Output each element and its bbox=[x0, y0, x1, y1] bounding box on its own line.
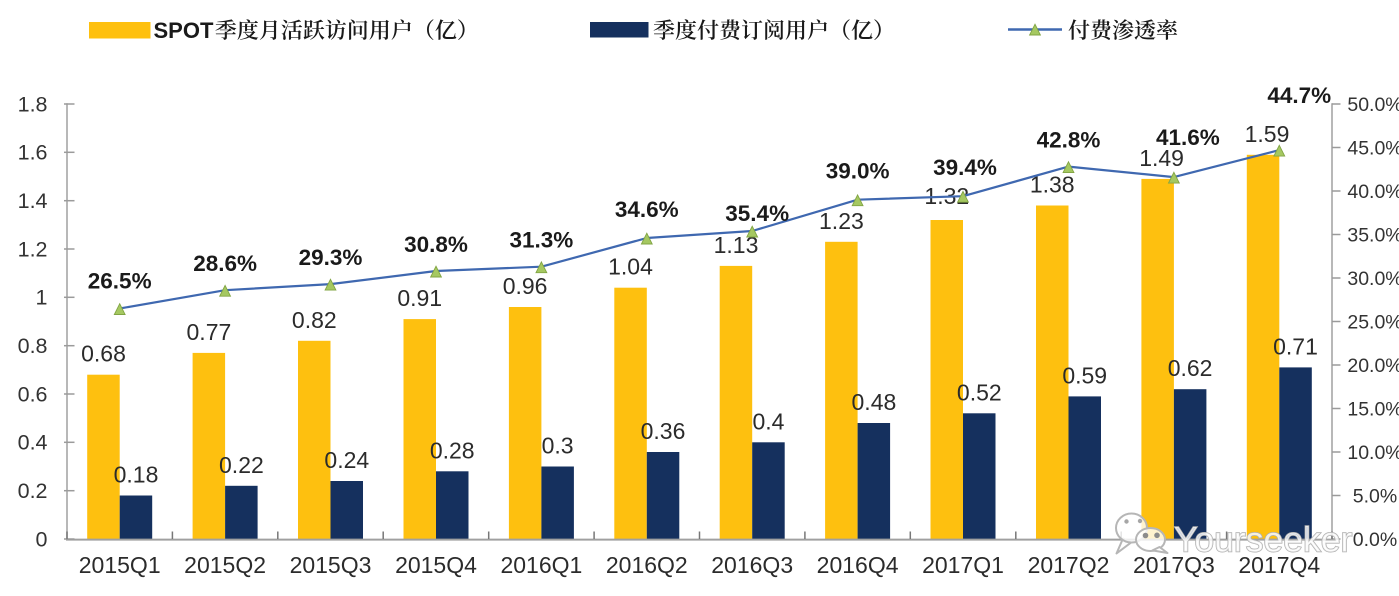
svg-text:30.8%: 30.8% bbox=[404, 232, 468, 257]
svg-text:0.0%: 0.0% bbox=[1353, 529, 1397, 551]
svg-text:0.62: 0.62 bbox=[1168, 355, 1213, 381]
svg-text:0.6: 0.6 bbox=[18, 382, 48, 406]
svg-text:42.8%: 42.8% bbox=[1037, 128, 1101, 153]
svg-text:41.6%: 41.6% bbox=[1156, 125, 1220, 150]
svg-text:35.4%: 35.4% bbox=[725, 201, 789, 226]
svg-text:34.6%: 34.6% bbox=[615, 197, 679, 222]
svg-text:40.0%: 40.0% bbox=[1347, 181, 1399, 203]
svg-text:0.18: 0.18 bbox=[114, 462, 159, 488]
svg-text:0.71: 0.71 bbox=[1273, 333, 1318, 359]
svg-text:1.23: 1.23 bbox=[819, 208, 864, 234]
svg-text:2017Q1: 2017Q1 bbox=[922, 552, 1004, 578]
svg-text:1.49: 1.49 bbox=[1139, 145, 1184, 171]
svg-text:2017Q3: 2017Q3 bbox=[1133, 552, 1215, 578]
svg-text:1.6: 1.6 bbox=[18, 141, 48, 165]
svg-text:0.77: 0.77 bbox=[187, 319, 232, 345]
svg-text:1.04: 1.04 bbox=[608, 254, 653, 280]
svg-text:2015Q2: 2015Q2 bbox=[184, 552, 266, 578]
svg-text:0.3: 0.3 bbox=[542, 433, 574, 459]
svg-text:10.0%: 10.0% bbox=[1347, 442, 1399, 464]
svg-text:0.91: 0.91 bbox=[397, 285, 442, 311]
svg-text:28.6%: 28.6% bbox=[193, 251, 257, 276]
svg-text:1.8: 1.8 bbox=[18, 92, 48, 116]
svg-text:26.5%: 26.5% bbox=[88, 269, 152, 294]
svg-text:25.0%: 25.0% bbox=[1347, 311, 1399, 333]
svg-text:1.2: 1.2 bbox=[18, 237, 48, 261]
svg-text:0.24: 0.24 bbox=[324, 447, 369, 473]
svg-text:2016Q4: 2016Q4 bbox=[817, 552, 899, 578]
svg-text:SPOT: SPOT bbox=[154, 18, 214, 43]
svg-text:0.2: 0.2 bbox=[18, 479, 48, 503]
svg-text:0.96: 0.96 bbox=[503, 273, 548, 299]
svg-text:2015Q3: 2015Q3 bbox=[290, 552, 372, 578]
svg-text:1: 1 bbox=[36, 286, 48, 310]
svg-text:31.3%: 31.3% bbox=[509, 228, 573, 253]
svg-text:0.36: 0.36 bbox=[641, 418, 686, 444]
svg-text:2017Q2: 2017Q2 bbox=[1028, 552, 1110, 578]
svg-text:2016Q1: 2016Q1 bbox=[500, 552, 582, 578]
svg-text:0.8: 0.8 bbox=[18, 334, 48, 358]
svg-text:5.0%: 5.0% bbox=[1353, 485, 1397, 507]
svg-text:2015Q4: 2015Q4 bbox=[395, 552, 477, 578]
svg-text:0.82: 0.82 bbox=[292, 307, 337, 333]
svg-text:2017Q4: 2017Q4 bbox=[1238, 552, 1320, 578]
svg-text:0.59: 0.59 bbox=[1062, 362, 1107, 388]
svg-text:1.59: 1.59 bbox=[1245, 121, 1290, 147]
svg-text:0.68: 0.68 bbox=[81, 341, 126, 367]
svg-text:15.0%: 15.0% bbox=[1347, 398, 1399, 420]
svg-text:0: 0 bbox=[36, 527, 48, 551]
svg-text:2016Q3: 2016Q3 bbox=[711, 552, 793, 578]
svg-text:Yourseeker: Yourseeker bbox=[1174, 520, 1352, 560]
svg-text:44.7%: 44.7% bbox=[1267, 83, 1331, 108]
svg-text:39.0%: 39.0% bbox=[826, 159, 890, 184]
svg-text:39.4%: 39.4% bbox=[933, 155, 997, 180]
svg-text:50.0%: 50.0% bbox=[1347, 94, 1399, 116]
svg-text:0.48: 0.48 bbox=[852, 389, 897, 415]
svg-text:1.4: 1.4 bbox=[18, 189, 48, 213]
svg-text:0.4: 0.4 bbox=[18, 431, 48, 455]
svg-text:2016Q2: 2016Q2 bbox=[606, 552, 688, 578]
svg-text:0.4: 0.4 bbox=[753, 408, 785, 434]
svg-text:2015Q1: 2015Q1 bbox=[79, 552, 161, 578]
svg-text:30.0%: 30.0% bbox=[1347, 268, 1399, 290]
svg-text:20.0%: 20.0% bbox=[1347, 355, 1399, 377]
svg-text:0.28: 0.28 bbox=[430, 437, 475, 463]
svg-text:45.0%: 45.0% bbox=[1347, 137, 1399, 159]
svg-text:0.52: 0.52 bbox=[957, 379, 1002, 405]
svg-text:0.22: 0.22 bbox=[219, 452, 264, 478]
svg-text:35.0%: 35.0% bbox=[1347, 224, 1399, 246]
svg-text:29.3%: 29.3% bbox=[299, 245, 363, 270]
